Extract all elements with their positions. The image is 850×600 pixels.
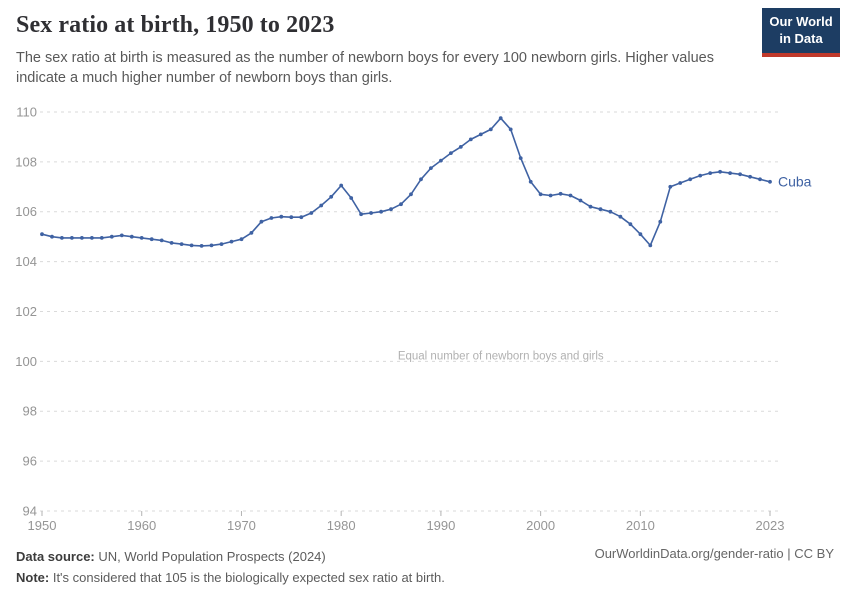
line-chart-canvas[interactable]: 94 96 98 100 102 104 106 108 110 1950 1960 1970 1980… bbox=[0, 95, 850, 540]
svg-text:106: 106 bbox=[15, 204, 37, 219]
svg-text:108: 108 bbox=[15, 154, 37, 169]
owid-logo[interactable]: Our World in Data bbox=[762, 8, 840, 57]
chart-header: Sex ratio at birth, 1950 to 2023 The sex… bbox=[16, 12, 760, 89]
note-label: Note: bbox=[16, 570, 50, 585]
svg-text:94: 94 bbox=[23, 504, 37, 519]
svg-text:1960: 1960 bbox=[127, 518, 156, 533]
note-value: It's considered that 105 is the biologic… bbox=[49, 570, 445, 585]
note-row: Note: It's considered that 105 is the bi… bbox=[16, 567, 834, 588]
svg-text:2023: 2023 bbox=[756, 518, 785, 533]
svg-text:Equal number of newborn boys a: Equal number of newborn boys and girls bbox=[398, 350, 604, 362]
svg-text:100: 100 bbox=[15, 354, 37, 369]
owid-logo-line1: Our World bbox=[769, 14, 833, 29]
svg-text:98: 98 bbox=[23, 404, 37, 419]
svg-text:1950: 1950 bbox=[28, 518, 57, 533]
chart-subtitle: The sex ratio at birth is measured as th… bbox=[16, 50, 714, 87]
svg-text:2010: 2010 bbox=[626, 518, 655, 533]
chart-footer: Data source: UN, World Population Prospe… bbox=[16, 546, 834, 588]
svg-text:1970: 1970 bbox=[227, 518, 256, 533]
svg-text:1990: 1990 bbox=[426, 518, 455, 533]
data-source-label: Data source: bbox=[16, 549, 95, 564]
owid-logo-line2: in Data bbox=[779, 30, 823, 46]
svg-text:1980: 1980 bbox=[327, 518, 356, 533]
page-title: Sex ratio at birth, 1950 to 2023 bbox=[16, 12, 335, 38]
data-source-row: Data source: UN, World Population Prospe… bbox=[16, 546, 834, 567]
svg-text:2000: 2000 bbox=[526, 518, 555, 533]
license-text: OurWorldinData.org/gender-ratio | CC BY bbox=[594, 546, 834, 561]
svg-text:110: 110 bbox=[16, 104, 37, 119]
svg-text:Cuba: Cuba bbox=[778, 173, 812, 189]
data-source-value: UN, World Population Prospects (2024) bbox=[94, 549, 326, 564]
svg-text:104: 104 bbox=[15, 254, 37, 269]
svg-text:96: 96 bbox=[23, 454, 37, 469]
svg-text:102: 102 bbox=[15, 304, 37, 319]
sex-ratio-line-chart[interactable]: 94 96 98 100 102 104 106 108 110 1950 1960 1970 1980… bbox=[0, 95, 850, 540]
